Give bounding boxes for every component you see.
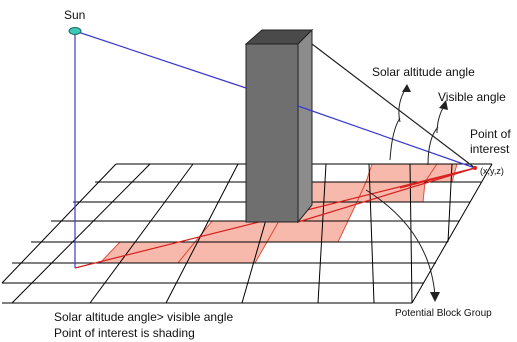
coordinates-label: (x,y,z) (480, 166, 504, 176)
ground-ray (297, 167, 476, 223)
solar-altitude-arc (389, 117, 401, 161)
building-front-face (245, 43, 299, 223)
sun-icon (68, 27, 82, 35)
point-of-interest-marker (473, 166, 477, 170)
building-side-face (297, 28, 313, 224)
sun-ray (74, 30, 247, 89)
ground-ray (399, 167, 476, 189)
building (244, 28, 314, 224)
visible-angle-arc (427, 126, 439, 166)
callout-arrows (365, 84, 448, 302)
sun-ray (297, 105, 476, 169)
block-group-arrow (365, 189, 436, 297)
visible-angle-line (311, 43, 476, 169)
caption-line1: Solar altitude angle> visible angle (54, 310, 233, 324)
visible-angle-label: Visible angle (438, 90, 506, 104)
visible-angle-arrow (436, 105, 445, 134)
sun-ray-lines (74, 30, 476, 169)
potential-block-group-label: Potential Block Group (395, 308, 492, 319)
shaded-cell (356, 181, 426, 203)
solar-altitude-arrow (398, 87, 407, 123)
shaded-cell (193, 220, 280, 243)
point-of-interest-label-line2: interest (470, 142, 510, 156)
point-of-interest-label-line1: Point of (470, 127, 511, 141)
caption-line2: Point of interest is shading (54, 326, 195, 340)
sun-label: Sun (64, 8, 85, 22)
shaded-cell (266, 220, 349, 243)
solar-altitude-label: Solar altitude angle (372, 65, 475, 79)
